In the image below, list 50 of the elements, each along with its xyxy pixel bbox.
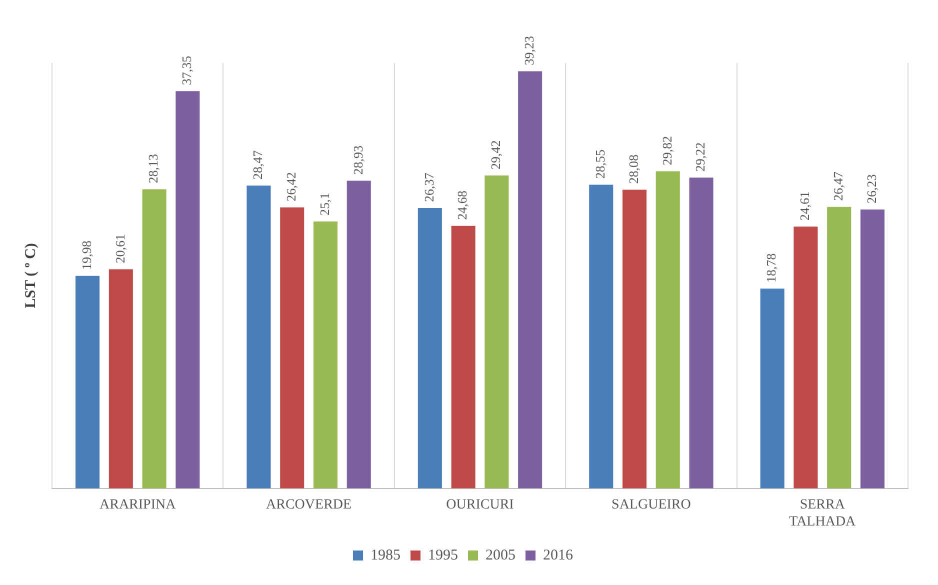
bar xyxy=(860,209,884,488)
data-label: 29,22 xyxy=(692,142,708,172)
data-label: 26,42 xyxy=(284,172,299,202)
bar xyxy=(280,207,304,488)
bar xyxy=(794,226,818,488)
bar xyxy=(418,208,442,488)
bar xyxy=(246,186,271,488)
data-label: 24,68 xyxy=(454,190,470,220)
data-label: 28,55 xyxy=(592,150,608,179)
y-axis-title: LST ( º C) xyxy=(22,243,39,308)
bar xyxy=(108,269,133,488)
bar xyxy=(622,190,647,488)
data-label: 29,42 xyxy=(488,140,504,170)
data-label: 24,61 xyxy=(797,191,812,221)
data-label: 29,82 xyxy=(659,136,674,166)
x-tick-label: SERRA TALHADA xyxy=(789,497,857,530)
bar xyxy=(760,288,784,488)
data-label: 28,08 xyxy=(626,154,641,184)
bar xyxy=(656,171,680,488)
data-label: 26,47 xyxy=(830,171,846,201)
x-tick-label: ARARIPINA xyxy=(99,497,177,512)
x-tick-label: OURICURI xyxy=(446,497,514,512)
data-label: 28,47 xyxy=(250,150,266,180)
bar xyxy=(451,226,476,488)
bar xyxy=(313,221,338,488)
bar xyxy=(827,206,852,488)
data-label: 18,78 xyxy=(764,253,779,283)
bar xyxy=(142,189,166,488)
bar xyxy=(589,184,614,488)
data-label: 20,61 xyxy=(112,234,128,264)
data-label: 26,37 xyxy=(421,172,436,202)
legend-label: 2016 xyxy=(543,547,574,564)
data-label: 37,35 xyxy=(179,56,194,86)
data-label: 19,98 xyxy=(78,240,94,270)
data-label: 39,23 xyxy=(522,36,536,66)
bar xyxy=(176,91,200,488)
x-tick-label: SALGUEIRO xyxy=(612,497,691,512)
bar xyxy=(689,178,714,488)
data-label: 26,23 xyxy=(864,174,879,204)
legend-label: 1985 xyxy=(370,547,400,564)
data-label: 25,1 xyxy=(316,192,332,216)
bar xyxy=(518,71,542,488)
legend-label: 2005 xyxy=(486,547,516,564)
bar xyxy=(484,176,509,488)
legend-label: 1995 xyxy=(428,547,458,564)
x-tick-label: ARCOVERDE xyxy=(266,497,352,512)
data-label: 28,93 xyxy=(350,145,366,175)
data-label: 28,13 xyxy=(146,154,161,184)
bar xyxy=(346,180,371,488)
bar xyxy=(76,276,100,488)
